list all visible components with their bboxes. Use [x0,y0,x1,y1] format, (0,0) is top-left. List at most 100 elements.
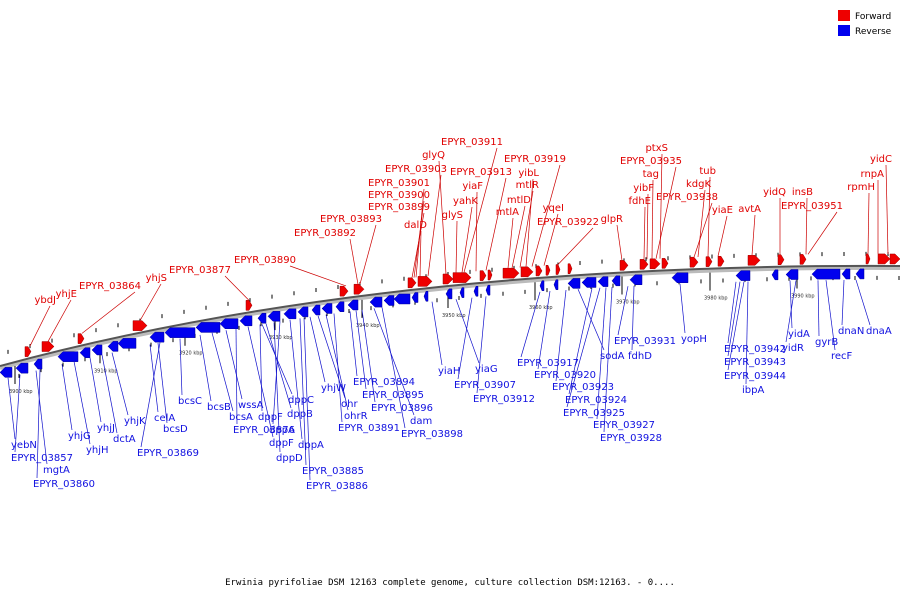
reverse-leader-line [199,334,212,402]
forward-leader-line [646,193,649,260]
reverse-gene-label: dnaA [866,326,892,337]
reverse-gene-label: EPYR_03860 [33,479,95,490]
reverse-gene-label: fdhD [628,351,652,362]
forward-gene-label: EPYR_03919 [504,154,566,165]
forward-gene-arrow [502,267,520,279]
reverse-leader-line [855,279,871,326]
forward-leader-line [507,217,514,269]
reverse-leader-line [317,315,346,399]
forward-gene-label: EPYR_03903 [385,164,447,175]
reverse-leader-line [568,288,593,395]
reverse-gene-arrow [149,331,165,343]
reverse-leader-line [225,330,243,400]
reverse-gene-arrow [117,338,137,349]
reverse-leader-line [35,370,48,465]
reverse-gene-label: yopH [681,334,707,345]
reverse-leader-line [679,283,686,334]
reverse-gene-arrow [15,362,29,374]
genome-caption: Erwinia pyrifoliae DSM 12163 complete ge… [225,578,675,588]
forward-gene-label: rpmH [847,182,875,193]
reverse-gene-label: EPYR_03925 [563,408,625,419]
forward-gene-arrow [555,264,561,275]
reverse-gene-label: ibpA [742,385,764,396]
forward-gene-arrow [545,265,551,276]
forward-gene-arrow [705,256,713,267]
reverse-gene-label: yiaG [475,364,498,375]
reverse-gene-arrow [629,274,643,286]
reverse-leader-line [745,281,749,385]
forward-gene-arrow [661,258,669,269]
forward-gene-arrow [353,283,365,295]
forward-gene-label: EPYR_03901 [368,178,430,189]
reverse-gene-arrow [33,358,43,370]
reverse-gene-label: EPYR_03944 [724,371,786,382]
reverse-leader-line [299,318,307,466]
reverse-gene-arrow [785,269,799,280]
forward-leader-line [455,220,458,274]
reverse-leader-line [289,319,303,440]
reverse-leader-line [179,338,183,396]
axis-tick-label: 3980 kbp [704,296,728,302]
axis-tick-label: 3930 kbp [269,335,293,341]
reverse-gene-label: ohr [341,399,358,410]
forward-leader-line [485,177,507,271]
forward-leader-line [413,200,425,278]
reverse-gene-label: bcsC [178,396,202,407]
reverse-gene-arrow [735,270,751,281]
reverse-leader-line [211,332,234,412]
forward-gene-arrow [487,269,493,281]
legend-forward-label: Forward [855,12,891,22]
forward-gene-label: EPYR_03913 [450,167,512,178]
reverse-gene-arrow [485,284,491,296]
reverse-leader-line [157,342,168,424]
reverse-gene-arrow [459,287,465,298]
forward-leader-line [475,191,478,272]
reverse-gene-arrow [321,303,333,314]
forward-gene-arrow [339,285,349,297]
forward-leader-line [349,238,359,285]
forward-leader-line [805,197,808,255]
forward-leader-line [47,299,72,342]
axis-tick-label: 3960 kbp [529,305,553,311]
forward-gene-arrow [877,253,891,265]
forward-gene-label: yiaF [462,181,483,192]
reverse-leader-line [727,281,741,357]
reverse-gene-label: EPYR_03931 [614,336,676,347]
reverse-gene-arrow [611,275,621,287]
reverse-gene-label: dctA [113,434,136,445]
forward-gene-label: EPYR_03938 [656,192,718,203]
reverse-gene-label: dnaN [838,326,864,337]
reverse-gene-label: bcsD [163,424,188,435]
reverse-gene-label: EPYR_03928 [600,433,662,444]
forward-gene-label: EPYR_03899 [368,202,430,213]
reverse-gene-arrow [811,268,841,280]
reverse-leader-line [14,374,21,453]
forward-gene-label: yidQ [763,187,786,198]
reverse-gene-label: yhjG [68,431,91,442]
reverse-leader-line [303,317,311,481]
legend-reverse-swatch [838,25,850,36]
reverse-leader-line [457,297,473,380]
forward-leader-line [224,275,250,301]
reverse-gene-arrow [411,292,419,303]
reverse-gene-label: EPYR_03920 [534,370,596,381]
forward-gene-arrow [452,272,472,283]
reverse-leader-line [111,352,129,416]
reverse-gene-label: yhjK [124,416,146,427]
reverse-gene-label: yhjH [86,445,109,456]
reverse-gene-arrow [195,322,221,333]
axis-tick-label: 3920 kbp [179,351,203,357]
reverse-gene-arrow [671,272,689,283]
forward-gene-arrow [717,255,725,267]
forward-leader-line [651,179,654,259]
reverse-leader-line [149,344,159,413]
forward-gene-label: glyS [442,210,463,221]
forward-leader-line [438,160,447,275]
reverse-leader-line [727,281,737,344]
forward-leader-line [461,206,473,273]
forward-gene-arrow [479,270,487,281]
forward-leader-line [531,164,561,267]
reverse-gene-label: dppA [269,425,295,436]
forward-gene-arrow [417,276,433,287]
reverse-leader-line [841,279,845,326]
